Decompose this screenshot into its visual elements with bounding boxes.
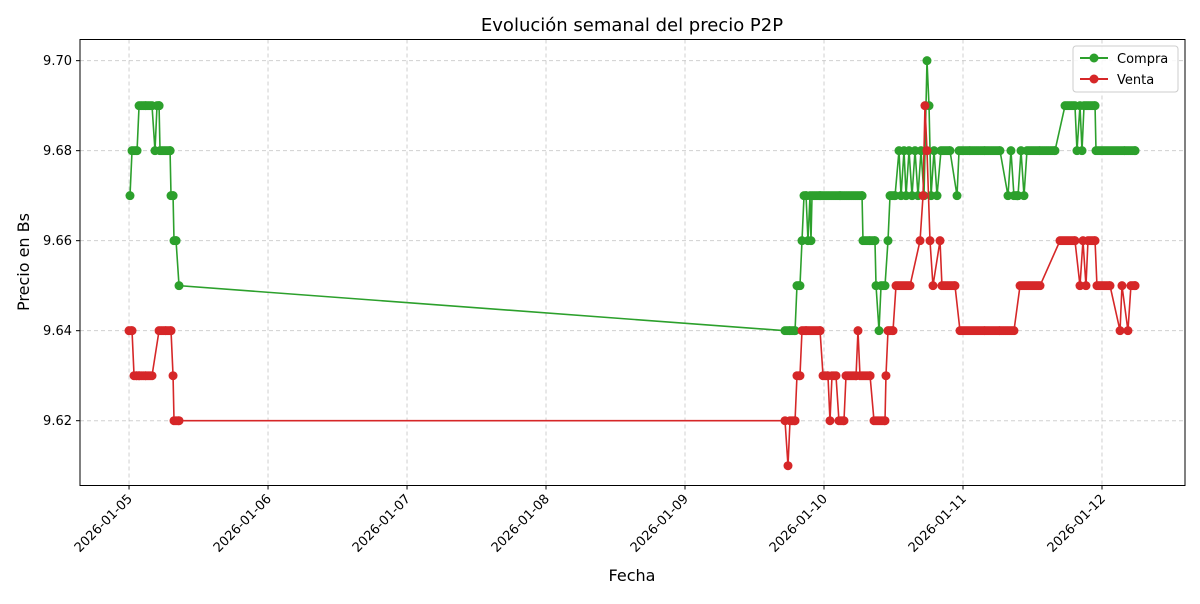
data-point-compra [174, 281, 184, 291]
data-point-venta [925, 236, 935, 246]
data-point-compra [1077, 146, 1087, 156]
data-point-venta [1081, 281, 1091, 291]
data-point-compra [125, 191, 135, 201]
y-axis-label: Precio en Bs [14, 213, 33, 311]
data-point-compra [1130, 146, 1140, 156]
data-point-compra [132, 146, 142, 156]
data-point-venta [905, 281, 915, 291]
data-point-venta [935, 236, 945, 246]
x-tick-label: 2026-01-07 [350, 492, 414, 556]
data-point-compra [1006, 146, 1016, 156]
data-point-venta [918, 191, 928, 201]
data-point-venta [865, 371, 875, 381]
series-layer [124, 56, 1140, 471]
data-point-venta [1009, 326, 1019, 336]
x-tick-label: 2026-01-08 [489, 492, 553, 556]
data-point-venta [783, 461, 793, 471]
x-axis-label: Fecha [609, 566, 656, 585]
data-point-venta [795, 371, 805, 381]
data-point-compra [1019, 191, 1029, 201]
data-point-venta [888, 326, 898, 336]
data-point-compra [857, 191, 867, 201]
data-point-venta [1115, 326, 1125, 336]
legend-marker-compra [1089, 53, 1099, 63]
data-point-venta [147, 371, 157, 381]
data-point-compra [945, 146, 955, 156]
plot-frame [79, 39, 1186, 486]
data-point-compra [168, 191, 178, 201]
data-point-venta [1090, 236, 1100, 246]
x-tick-label: 2026-01-10 [767, 492, 831, 556]
data-point-venta [839, 416, 849, 426]
data-point-venta [1070, 236, 1080, 246]
y-tick-label: 9.68 [43, 144, 72, 159]
y-tick-label: 9.62 [43, 414, 72, 429]
series-line-venta [129, 105, 1136, 466]
x-tick-label: 2026-01-05 [72, 492, 136, 556]
legend-label-compra: Compra [1117, 52, 1168, 67]
legend-label-venta: Venta [1117, 73, 1154, 88]
data-point-venta [127, 326, 137, 336]
data-point-compra [1050, 146, 1060, 156]
data-point-venta [825, 416, 835, 426]
data-point-venta [815, 326, 825, 336]
data-point-venta [1117, 281, 1127, 291]
data-point-venta [1130, 281, 1140, 291]
x-tick-label: 2026-01-06 [211, 492, 275, 556]
data-point-venta [922, 146, 932, 156]
data-point-compra [995, 146, 1005, 156]
data-point-compra [883, 236, 893, 246]
x-tick-label: 2026-01-12 [1045, 492, 1109, 556]
legend: Compra Venta [1072, 45, 1179, 93]
data-point-compra [1090, 101, 1100, 111]
data-point-venta [1123, 326, 1133, 336]
data-point-venta [881, 371, 891, 381]
chart-title: Evolución semanal del precio P2P [481, 15, 783, 36]
x-tick-label: 2026-01-11 [906, 492, 970, 556]
data-point-venta [915, 236, 925, 246]
data-point-compra [922, 56, 932, 66]
y-axis: 9.62 9.64 9.66 9.68 9.70 [43, 54, 80, 429]
data-point-venta [920, 101, 930, 111]
data-point-venta [1105, 281, 1115, 291]
data-point-compra [165, 146, 175, 156]
data-point-venta [1035, 281, 1045, 291]
y-tick-label: 9.66 [43, 234, 72, 249]
data-point-venta [166, 326, 176, 336]
data-point-compra [874, 326, 884, 336]
data-point-venta [831, 371, 841, 381]
data-point-compra [880, 281, 890, 291]
data-point-venta [853, 326, 863, 336]
data-point-compra [870, 236, 880, 246]
data-point-venta [928, 281, 938, 291]
y-tick-label: 9.70 [43, 54, 72, 69]
data-point-venta [880, 416, 890, 426]
grid [80, 39, 1185, 486]
data-point-compra [952, 191, 962, 201]
data-point-compra [154, 101, 164, 111]
data-point-venta [790, 416, 800, 426]
data-point-venta [168, 371, 178, 381]
data-point-venta [950, 281, 960, 291]
x-axis: 2026-01-05 2026-01-06 2026-01-07 2026-01-08… [72, 485, 1109, 556]
data-point-compra [171, 236, 181, 246]
series-line-compra [129, 60, 1136, 332]
data-point-compra [932, 191, 942, 201]
y-tick-label: 9.64 [43, 324, 72, 339]
data-point-compra [795, 281, 805, 291]
legend-marker-venta [1089, 74, 1099, 84]
data-point-venta [174, 416, 184, 426]
x-tick-label: 2026-01-09 [628, 492, 692, 556]
data-point-compra [806, 236, 816, 246]
data-point-compra [929, 146, 939, 156]
data-point-compra [790, 326, 800, 336]
